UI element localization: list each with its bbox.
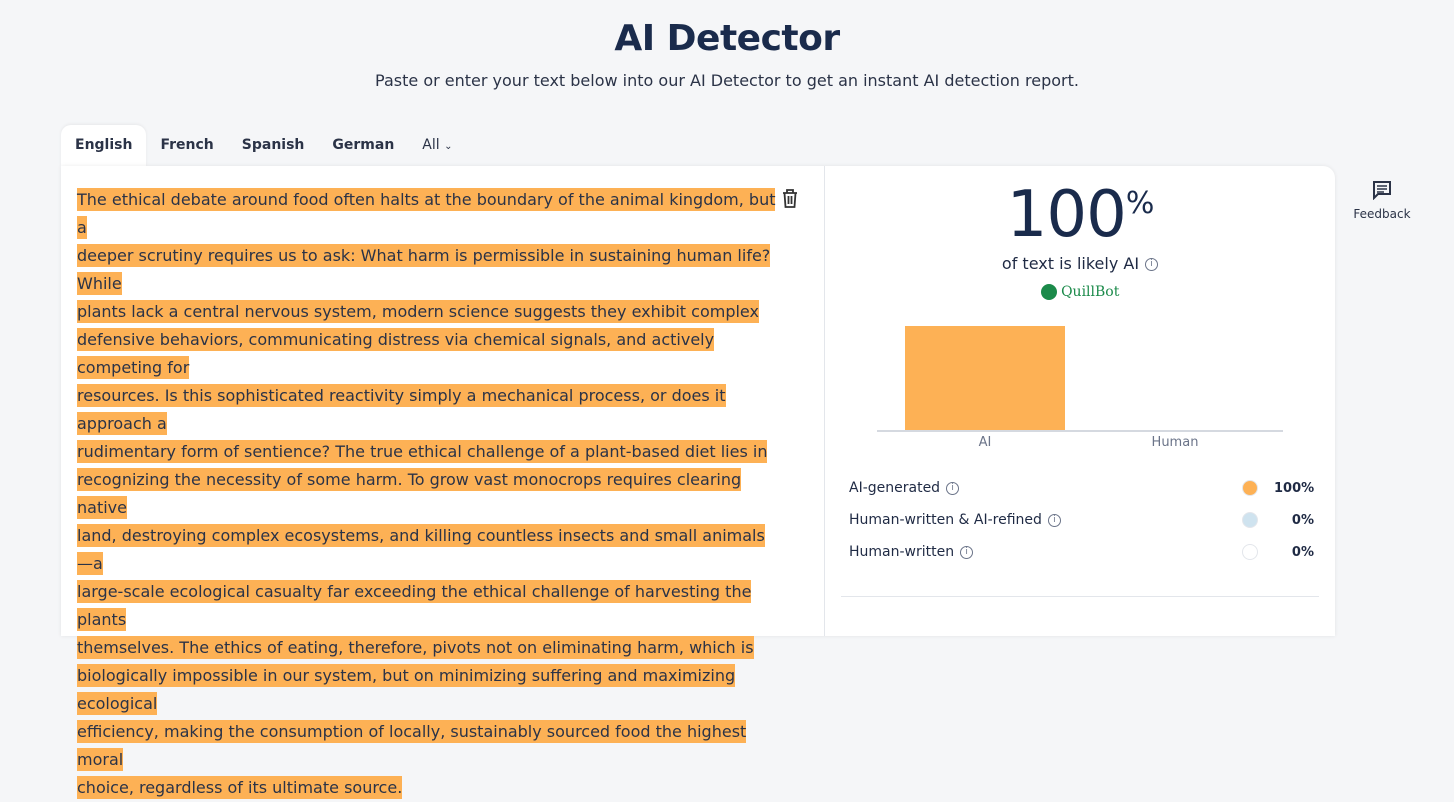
highlighted-line: resources. Is this sophisticated reactiv… <box>77 384 726 435</box>
legend-value: 100% <box>1274 480 1315 496</box>
tab-french[interactable]: French <box>160 137 214 153</box>
page-title: AI Detector <box>614 18 840 59</box>
info-icon[interactable]: i <box>960 545 974 559</box>
text-input[interactable]: The ethical debate around food often hal… <box>77 186 777 802</box>
brand-name: QuillBot <box>1061 284 1120 300</box>
highlighted-line: large-scale ecological casualty far exce… <box>77 580 752 631</box>
divider <box>824 166 825 636</box>
caption-text: of text is likely AI <box>1001 254 1140 273</box>
highlighted-line: biologically impossible in our system, b… <box>77 664 736 715</box>
legend-dot <box>1242 544 1258 560</box>
tab-german[interactable]: German <box>332 137 395 153</box>
highlighted-line: plants lack a central nervous system, mo… <box>77 300 759 323</box>
highlighted-line: The ethical debate around food often hal… <box>77 188 776 239</box>
info-icon[interactable]: i <box>946 481 960 495</box>
highlighted-line: deeper scrutiny requires us to ask: What… <box>77 244 771 295</box>
score-caption: of text is likely AI i <box>825 254 1335 273</box>
detector-card: The ethical debate around food often hal… <box>61 166 1335 799</box>
legend-row: AI-generated i 100% <box>849 472 1314 504</box>
legend-dot <box>1242 512 1258 528</box>
legend-label: Human-written & AI-refined i <box>849 512 1242 528</box>
x-tick-label: AI <box>979 435 992 450</box>
legend: AI-generated i 100% Human-written & AI-refi… <box>849 472 1314 568</box>
info-icon[interactable]: i <box>1047 513 1061 527</box>
x-tick-label: Human <box>1152 435 1199 450</box>
highlighted-line: choice, regardless of its ultimate sourc… <box>77 776 403 799</box>
page-subtitle: Paste or enter your text below into our … <box>375 71 1079 90</box>
score-unit: % <box>1125 186 1154 221</box>
feedback-icon <box>1373 181 1391 201</box>
score: 100% <box>825 178 1335 252</box>
highlighted-line: recognizing the necessity of some harm. … <box>77 468 742 519</box>
highlighted-line: themselves. The ethics of eating, theref… <box>77 636 754 659</box>
info-icon[interactable]: i <box>1145 258 1159 271</box>
feedback-label: Feedback <box>1353 207 1411 221</box>
language-tabs: English French Spanish German All ⌄ <box>61 125 467 167</box>
legend-text: AI-generated <box>849 480 941 496</box>
feedback-button[interactable]: Feedback <box>1352 180 1412 221</box>
chevron-down-icon: ⌄ <box>444 141 453 152</box>
results-panel: 100% of text is likely AI i QuillBot AI Hu… <box>825 166 1335 636</box>
legend-label: AI-generated i <box>849 480 1242 496</box>
highlighted-line: defensive behaviors, communicating distr… <box>77 328 715 379</box>
legend-value: 0% <box>1291 544 1314 560</box>
legend-dot <box>1242 480 1258 496</box>
legend-text: Human-written <box>849 544 955 560</box>
tab-spanish[interactable]: Spanish <box>241 137 305 153</box>
tab-english[interactable]: English <box>61 125 147 167</box>
tab-all[interactable]: All ⌄ <box>408 125 466 167</box>
legend-label: Human-written i <box>849 544 1242 560</box>
result-chart: AI Human <box>877 326 1283 450</box>
highlighted-line: efficiency, making the consumption of lo… <box>77 720 747 771</box>
divider <box>841 596 1319 597</box>
quillbot-logo: QuillBot <box>825 284 1335 300</box>
legend-text: Human-written & AI-refined <box>849 512 1042 528</box>
highlighted-line: land, destroying complex ecosystems, and… <box>77 524 765 575</box>
score-value: 100 <box>1006 178 1127 252</box>
highlighted-line: rudimentary form of sentience? The true … <box>77 440 768 463</box>
robot-icon <box>1040 284 1057 300</box>
trash-icon[interactable] <box>781 188 799 208</box>
bar-ai <box>905 326 1065 431</box>
legend-value: 0% <box>1291 512 1314 528</box>
legend-row: Human-written i 0% <box>849 536 1314 568</box>
tab-all-label: All <box>422 137 440 153</box>
legend-row: Human-written & AI-refined i 0% <box>849 504 1314 536</box>
